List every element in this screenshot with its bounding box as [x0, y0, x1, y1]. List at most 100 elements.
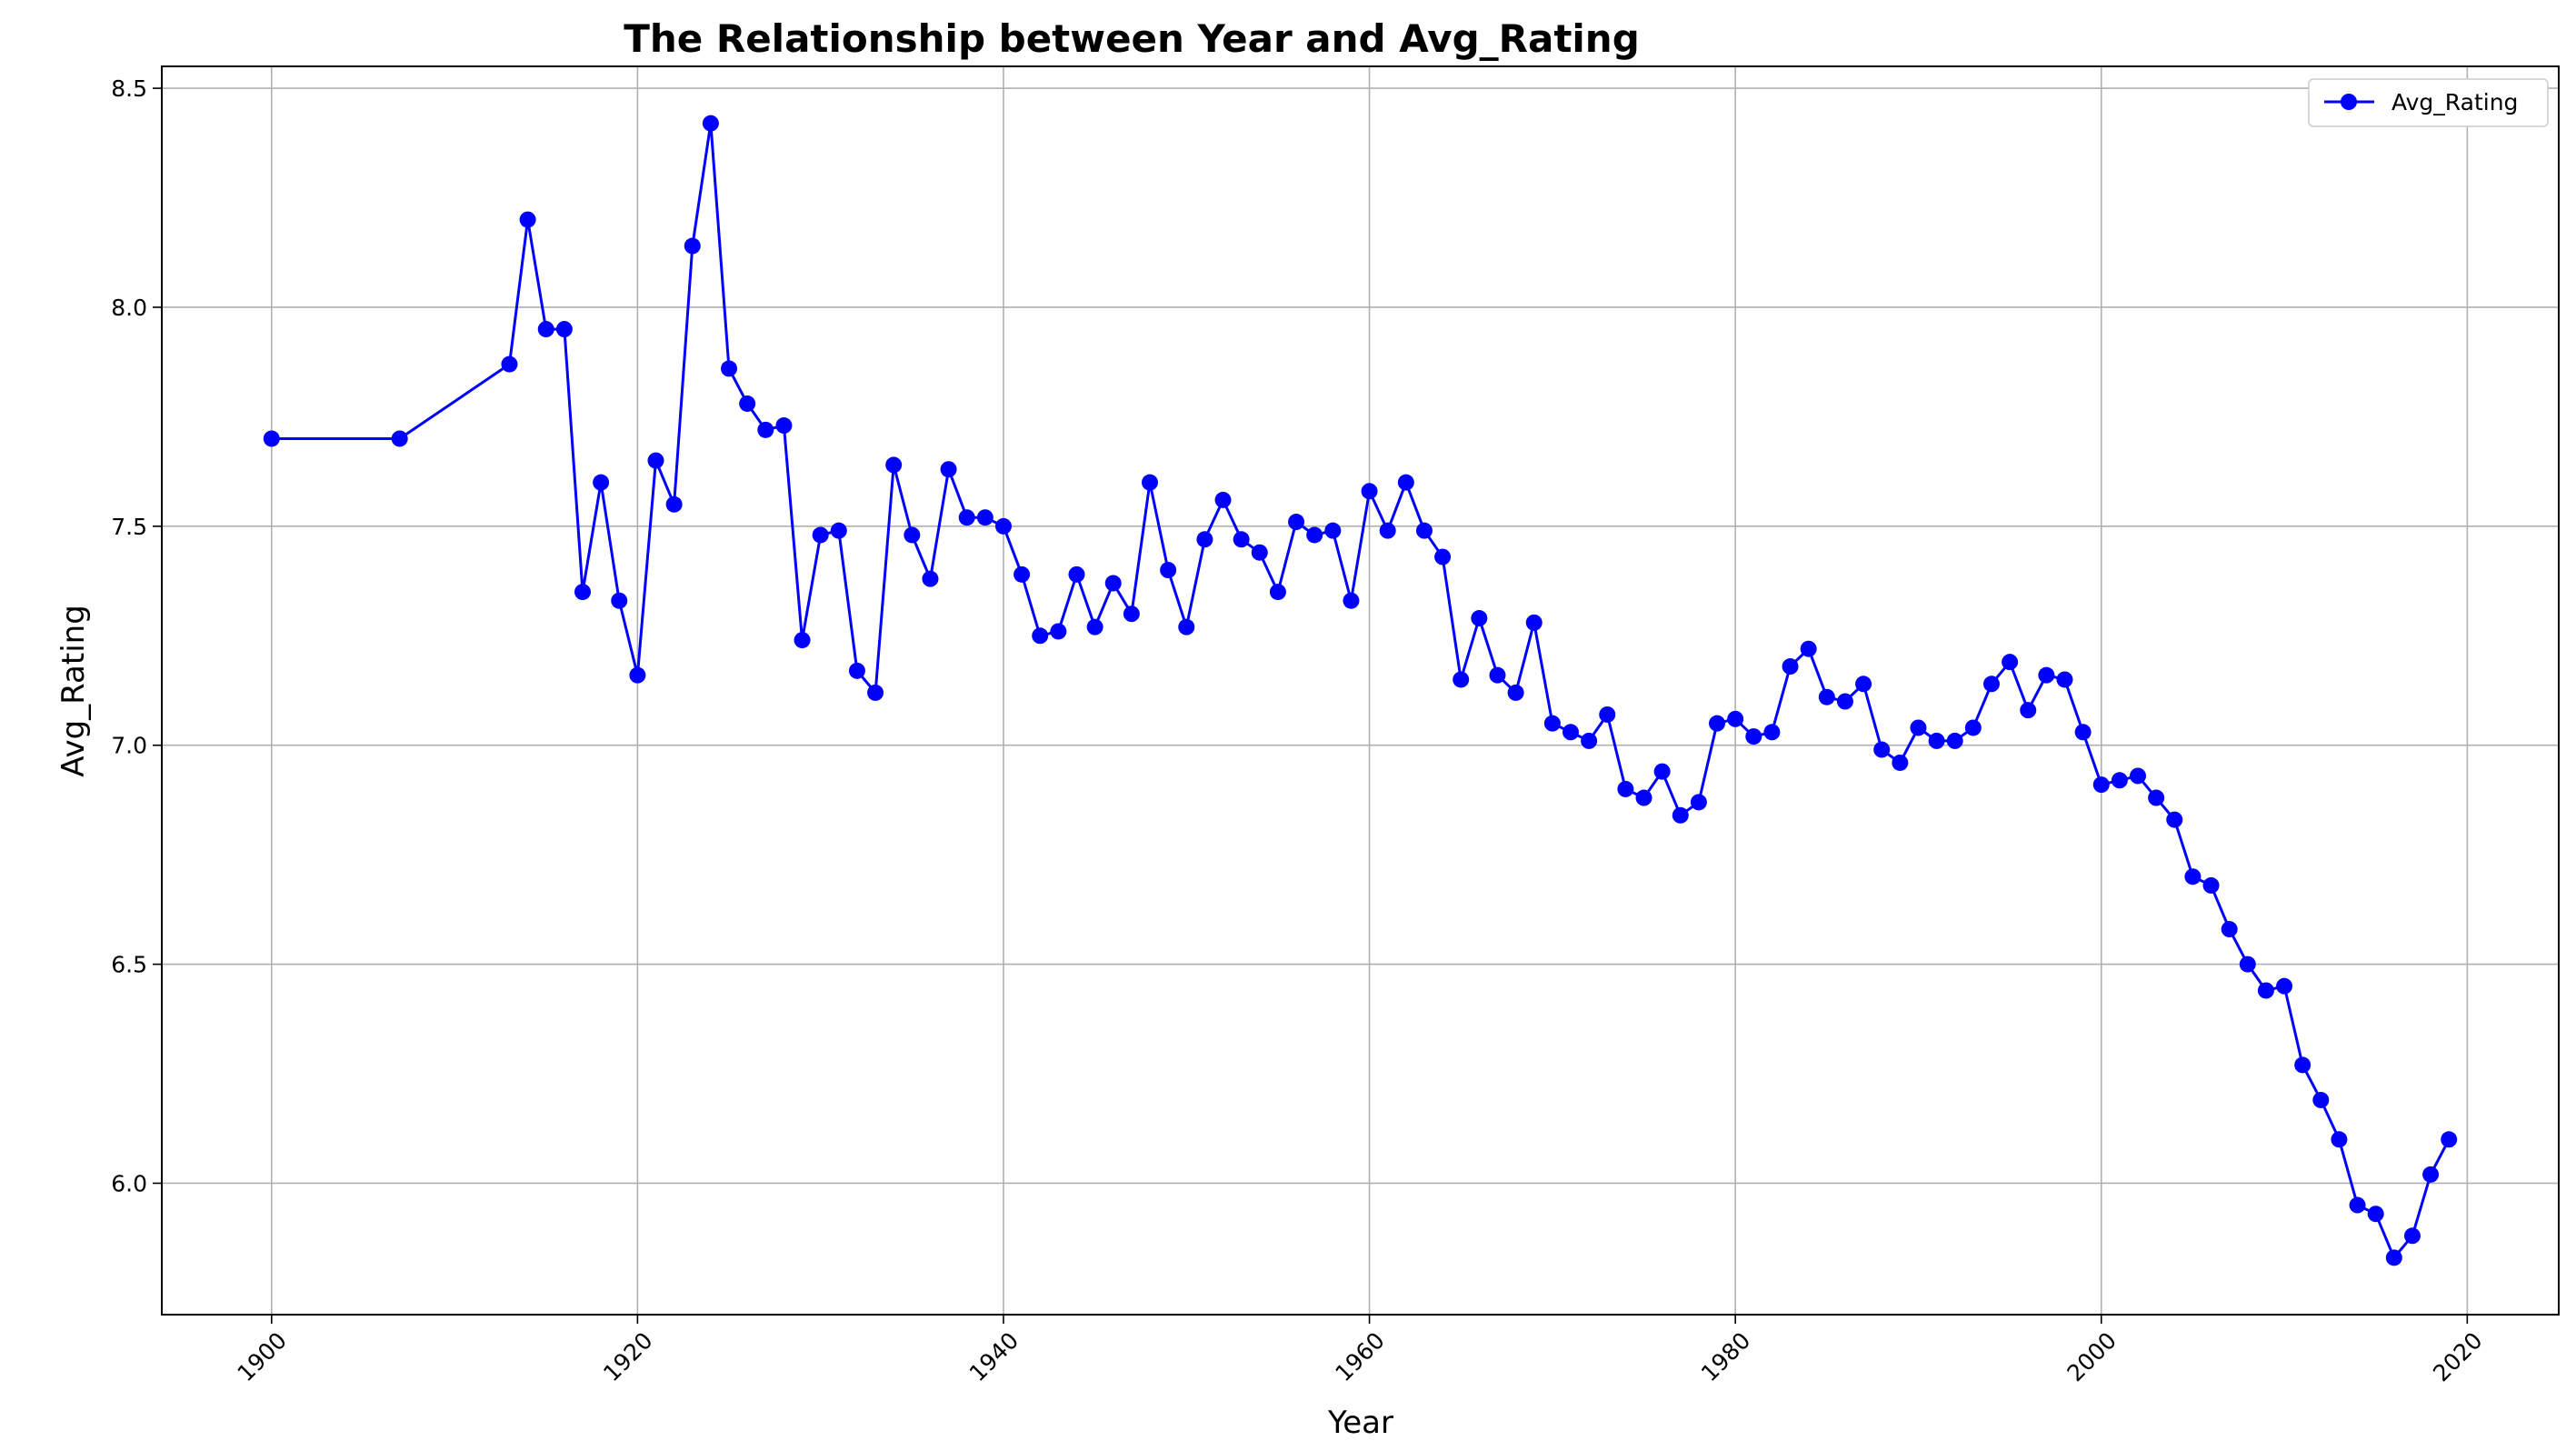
- data-point: [1928, 732, 1945, 749]
- data-point: [2403, 1227, 2421, 1245]
- y-tick-label: 6.0: [111, 1170, 147, 1196]
- data-point: [1910, 719, 1927, 736]
- data-point: [2239, 956, 2256, 973]
- data-point: [684, 237, 701, 255]
- data-point: [2056, 671, 2073, 688]
- data-point: [2422, 1166, 2440, 1183]
- legend-label: Avg_Rating: [2391, 89, 2518, 115]
- data-point: [1562, 724, 1579, 741]
- data-point: [1855, 675, 1872, 693]
- legend: Avg_Rating: [2308, 78, 2549, 127]
- data-point: [1233, 531, 1250, 548]
- data-point: [2184, 868, 2202, 886]
- data-point: [1892, 754, 1909, 771]
- data-point: [1672, 806, 1689, 824]
- data-point: [1818, 688, 1835, 705]
- data-point: [1086, 618, 1103, 635]
- data-point: [994, 517, 1012, 535]
- data-point: [537, 321, 554, 338]
- data-point: [1782, 658, 1799, 675]
- data-point: [1653, 763, 1671, 780]
- data-point: [2221, 921, 2238, 938]
- data-point: [391, 430, 408, 447]
- data-point: [2202, 876, 2220, 894]
- data-point: [1160, 562, 1177, 579]
- data-point: [574, 584, 591, 601]
- data-point: [702, 115, 719, 132]
- data-point: [1251, 544, 1268, 561]
- data-point: [1343, 592, 1360, 609]
- data-point: [1763, 724, 1781, 741]
- data-point: [629, 666, 646, 684]
- y-axis-label: Avg_Rating: [55, 605, 92, 777]
- data-point: [1745, 728, 1762, 746]
- data-point: [1434, 548, 1452, 565]
- series-avg-rating: [263, 115, 2458, 1266]
- data-point: [867, 684, 884, 701]
- data-point: [1123, 605, 1140, 623]
- data-point: [1964, 719, 1982, 736]
- data-point: [1379, 522, 1396, 539]
- data-point: [1543, 715, 1561, 732]
- data-point: [830, 522, 847, 539]
- data-point: [904, 526, 921, 544]
- data-point: [2111, 772, 2128, 789]
- data-point: [1032, 627, 1049, 645]
- data-point: [2020, 702, 2037, 719]
- data-point: [2294, 1056, 2311, 1074]
- data-point: [1361, 483, 1378, 500]
- data-point: [2367, 1206, 2384, 1223]
- data-point: [1709, 715, 1726, 732]
- data-point: [2038, 666, 2055, 684]
- y-axis: 6.0 6.5 7.0 7.5 8.0 8.5: [111, 75, 162, 1196]
- data-point: [2331, 1131, 2348, 1148]
- data-point: [2092, 776, 2110, 794]
- data-point: [1142, 474, 1159, 491]
- data-point: [922, 570, 939, 587]
- data-point: [1013, 565, 1031, 583]
- data-point: [1727, 710, 1744, 727]
- data-point: [958, 509, 975, 526]
- data-point: [794, 632, 811, 649]
- data-point: [2166, 811, 2183, 828]
- y-tick-label: 8.0: [111, 295, 147, 321]
- data-point: [2385, 1249, 2402, 1266]
- data-point: [848, 662, 865, 679]
- data-point: [1690, 794, 1707, 811]
- legend-box: [2308, 78, 2549, 127]
- data-point: [739, 395, 756, 412]
- data-point: [812, 526, 829, 544]
- data-point: [1635, 789, 1652, 806]
- plot-frame: [161, 65, 2560, 1316]
- y-tick-label: 7.0: [111, 733, 147, 759]
- data-point: [1288, 514, 1305, 531]
- data-point: [775, 417, 793, 435]
- data-point: [885, 456, 903, 474]
- data-point: [940, 461, 957, 478]
- data-point: [519, 211, 536, 228]
- data-point: [2148, 789, 2165, 806]
- data-point: [1836, 693, 1853, 710]
- y-tick-label: 8.5: [111, 75, 147, 102]
- data-point: [1196, 531, 1213, 548]
- data-point: [1324, 522, 1342, 539]
- data-point: [2257, 982, 2274, 999]
- data-point: [593, 474, 610, 491]
- data-point: [1104, 575, 1122, 592]
- y-tick-label: 6.5: [111, 952, 147, 978]
- grid-lines: [162, 66, 2559, 1315]
- data-point: [757, 421, 774, 438]
- data-point: [1269, 584, 1286, 601]
- data-point: [2441, 1131, 2458, 1148]
- legend-marker: [2341, 94, 2357, 110]
- data-point: [1397, 474, 1414, 491]
- data-point: [647, 452, 664, 469]
- data-point: [1489, 666, 1506, 684]
- data-point: [2349, 1196, 2366, 1214]
- data-point: [1800, 640, 1817, 657]
- data-point: [1306, 526, 1323, 544]
- y-tick-label: 7.5: [111, 514, 147, 540]
- x-axis-label: Year: [1327, 1405, 1393, 1441]
- data-point: [263, 430, 280, 447]
